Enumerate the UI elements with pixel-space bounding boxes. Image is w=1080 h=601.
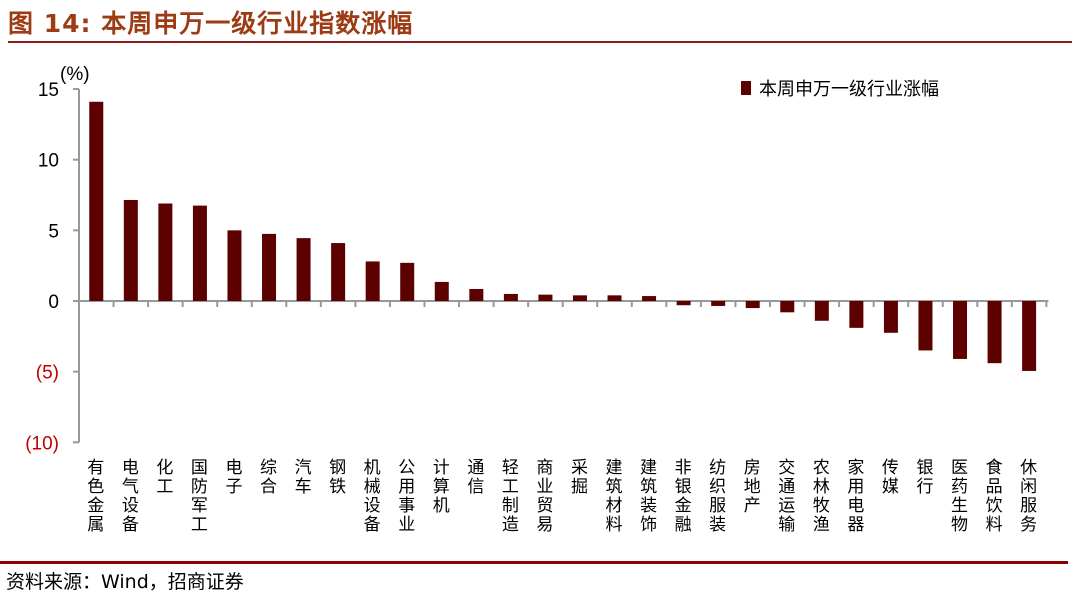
category-label: 电气设备 — [117, 458, 138, 534]
category-label: 轻工制造 — [497, 458, 518, 534]
bar-汽车 — [296, 238, 311, 301]
bar-传媒 — [883, 301, 898, 333]
title-divider — [8, 41, 1072, 43]
y-tick-label: (10) — [25, 433, 59, 454]
bar-银行 — [918, 301, 933, 351]
category-label: 公用事业 — [394, 458, 415, 534]
bar-交通运输 — [780, 301, 795, 313]
bar-电气设备 — [123, 199, 138, 301]
category-label: 电子 — [221, 458, 242, 496]
bar-食品饮料 — [987, 301, 1002, 364]
bar-医药生物 — [953, 301, 968, 359]
bar-轻工制造 — [503, 293, 518, 301]
category-label: 银行 — [912, 458, 933, 496]
bar-家用电器 — [849, 301, 864, 328]
category-label: 计算机 — [428, 458, 449, 515]
y-tick-label: 10 — [38, 151, 59, 172]
category-label: 化工 — [152, 458, 173, 496]
bar-综合 — [262, 233, 277, 301]
bar-有色金属 — [89, 101, 104, 301]
y-tick-label: 15 — [38, 80, 59, 101]
category-label: 农林牧渔 — [808, 458, 829, 534]
bar-采掘 — [572, 295, 587, 301]
category-label: 纺织服装 — [705, 458, 726, 534]
category-label: 钢铁 — [325, 458, 346, 496]
figure-title: 图 14: 本周申万一级行业指数涨幅 — [8, 9, 414, 38]
category-label: 房地产 — [739, 458, 760, 515]
bar-国防军工 — [192, 205, 207, 301]
category-label: 商业贸易 — [532, 458, 553, 534]
category-label: 国防军工 — [186, 458, 207, 534]
bar-农林牧渔 — [814, 301, 829, 321]
legend-swatch — [741, 81, 751, 95]
category-label: 建筑装饰 — [636, 458, 657, 534]
bar-建筑装饰 — [642, 296, 657, 301]
y-axis-unit: (%) — [60, 64, 90, 85]
category-label: 机械设备 — [359, 458, 380, 534]
bar-非银金融 — [676, 301, 691, 306]
category-label: 汽车 — [290, 458, 311, 496]
category-label: 休闲服务 — [1016, 458, 1037, 534]
category-label: 交通运输 — [774, 458, 795, 534]
bar-商业贸易 — [538, 294, 553, 301]
legend-label: 本周申万一级行业涨幅 — [759, 79, 939, 100]
category-label: 采掘 — [566, 458, 587, 496]
bar-化工 — [158, 203, 173, 301]
bar-公用事业 — [400, 262, 415, 301]
category-label: 家用电器 — [843, 458, 864, 534]
bar-纺织服装 — [711, 301, 726, 306]
category-label: 医药生物 — [947, 458, 968, 534]
category-label: 建筑材料 — [601, 458, 622, 534]
bar-电子 — [227, 230, 242, 301]
bar-休闲服务 — [1022, 301, 1037, 371]
y-tick-label: 0 — [48, 292, 59, 313]
bar-计算机 — [434, 281, 449, 301]
bar-通信 — [469, 288, 484, 301]
footer-divider — [0, 561, 1068, 564]
category-label: 有色金属 — [83, 458, 104, 534]
bar-房地产 — [745, 301, 760, 309]
bar-建筑材料 — [607, 295, 622, 301]
y-tick-label: 5 — [48, 221, 59, 242]
category-label: 食品饮料 — [981, 458, 1002, 534]
category-label: 传媒 — [877, 458, 898, 496]
y-tick-label: (5) — [36, 363, 59, 384]
bar-钢铁 — [331, 243, 346, 301]
category-label: 通信 — [463, 458, 484, 496]
category-label: 综合 — [256, 458, 277, 496]
source-note: 资料来源：Wind，招商证券 — [6, 571, 244, 593]
category-label: 非银金融 — [670, 458, 691, 534]
bar-机械设备 — [365, 261, 380, 301]
